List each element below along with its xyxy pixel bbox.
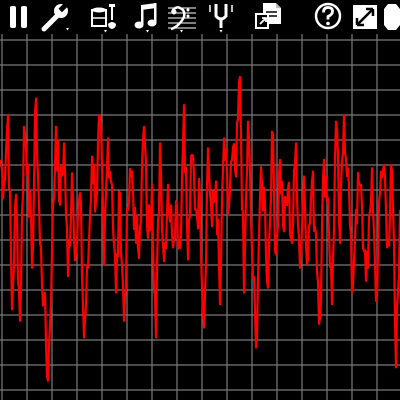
settings-button[interactable] <box>38 0 74 34</box>
help-button[interactable] <box>312 0 344 34</box>
instrument-button[interactable] <box>88 0 122 34</box>
toolbar <box>0 0 400 34</box>
fullscreen-button[interactable] <box>350 0 380 34</box>
instruments-icon <box>91 4 116 33</box>
tuning-fork-icon <box>209 4 233 33</box>
stop-octagon-icon <box>384 4 400 30</box>
waveform-layer <box>0 75 400 382</box>
bass-clef-icon <box>168 6 196 33</box>
document-export-icon <box>255 3 281 29</box>
export-button[interactable] <box>252 0 286 34</box>
note-button[interactable] <box>132 0 164 34</box>
tuning-fork-button[interactable] <box>204 0 238 34</box>
stop-button[interactable] <box>382 0 400 34</box>
pause-button[interactable] <box>4 0 34 34</box>
expand-icon <box>353 5 377 29</box>
pause-icon <box>10 6 27 28</box>
waveform-trace <box>0 75 400 382</box>
oscilloscope-display <box>0 34 400 400</box>
clef-button[interactable] <box>166 0 198 34</box>
help-icon <box>314 2 342 30</box>
music-note-icon <box>134 3 157 33</box>
wrench-icon <box>41 3 69 32</box>
dropdown-indicator-icon <box>66 28 69 31</box>
